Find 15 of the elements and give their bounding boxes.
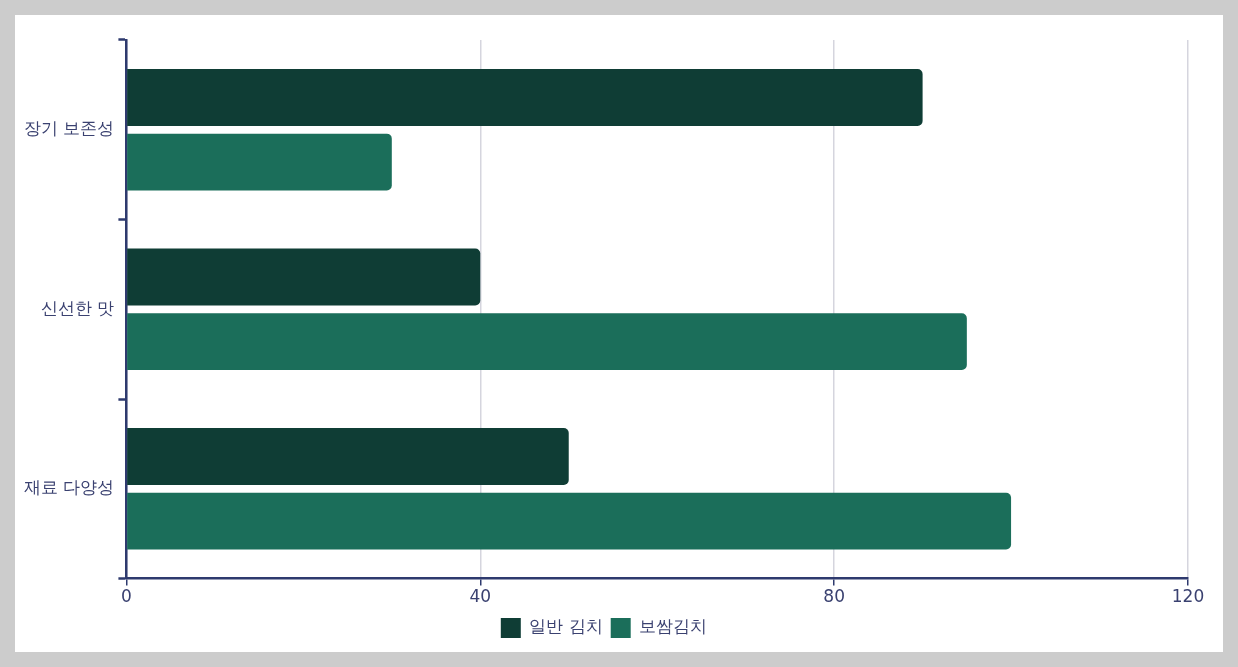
bar [127, 69, 923, 126]
y-tick-label: 장기 보존성 [24, 118, 115, 139]
x-tick-label: 40 [469, 586, 492, 607]
legend-label: 보쌈김치 [639, 616, 708, 637]
y-tick-label: 신선한 맛 [41, 297, 115, 318]
bar [127, 248, 481, 306]
bar [127, 133, 392, 191]
x-tick-label: 0 [120, 586, 132, 607]
bar [127, 313, 967, 371]
x-tick-label: 80 [823, 586, 845, 607]
legend-label: 일반 김치 [529, 616, 603, 637]
y-tick-label: 재료 다양성 [24, 477, 115, 498]
x-tick-label: 120 [1171, 586, 1205, 607]
bar [127, 492, 1012, 550]
bar [127, 428, 569, 485]
